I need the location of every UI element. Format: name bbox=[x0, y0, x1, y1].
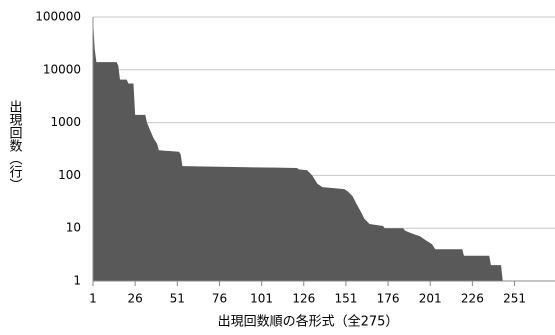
x-tick-label: 51 bbox=[170, 292, 185, 306]
x-tick-label: 126 bbox=[292, 292, 315, 306]
y-tick-label: 1000 bbox=[50, 115, 81, 129]
x-tick-label: 226 bbox=[461, 292, 484, 306]
y-tick-label: 10 bbox=[66, 221, 81, 235]
x-axis-label: 出現回数順の各形式（全275） bbox=[218, 314, 399, 330]
x-tick-label: 1 bbox=[89, 292, 97, 306]
y-axis-label: 出現回数（行） bbox=[7, 100, 23, 191]
x-tick-label: 151 bbox=[334, 292, 357, 306]
x-tick-label: 76 bbox=[212, 292, 227, 306]
y-tick-label: 1 bbox=[73, 274, 81, 288]
x-tick-label: 101 bbox=[250, 292, 273, 306]
x-tick-label: 176 bbox=[377, 292, 400, 306]
y-tick-label: 10000 bbox=[43, 62, 81, 76]
x-tick-label: 251 bbox=[503, 292, 526, 306]
x-tick-label: 26 bbox=[128, 292, 143, 306]
x-tick-label: 201 bbox=[419, 292, 442, 306]
area bbox=[93, 19, 503, 282]
y-tick-label: 100000 bbox=[35, 10, 81, 24]
y-tick-label: 100 bbox=[58, 168, 81, 182]
